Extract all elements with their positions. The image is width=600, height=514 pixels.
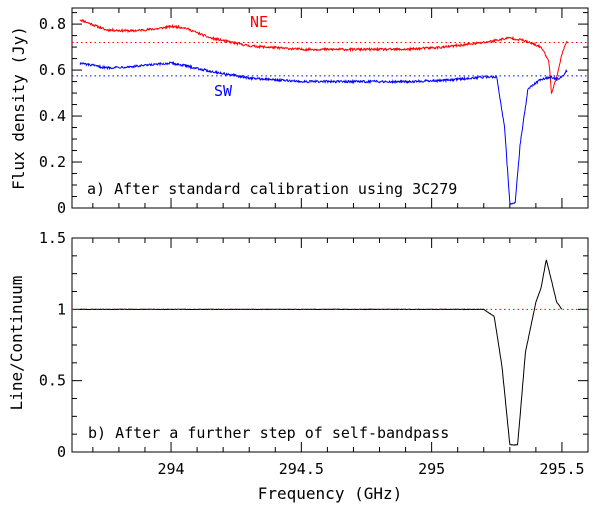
panel-a-reference-lines <box>72 41 588 77</box>
panel-b-series <box>79 259 563 446</box>
panel-a-caption: a) After standard calibration using 3C27… <box>87 180 457 198</box>
panel-a-ylabel: Flux density (Jy) <box>9 26 28 190</box>
y-tick-label: 0.6 <box>39 61 66 79</box>
x-axis-label: Frequency (GHz) <box>258 484 403 503</box>
panel-b-ylabel: Line/Continuum <box>7 276 26 411</box>
y-tick-label: 0.4 <box>39 107 66 125</box>
panel-b-frame <box>71 237 589 453</box>
x-tick-label: 294.5 <box>279 460 324 478</box>
x-tick-label: 295 <box>418 460 445 478</box>
y-tick-label: 0 <box>57 443 66 461</box>
y-tick-label: 0.8 <box>39 15 66 33</box>
y-tick-label: 1 <box>57 300 66 318</box>
series-line-line-continuum <box>79 259 563 446</box>
x-tick-label: 294 <box>157 460 184 478</box>
series-line-ne <box>79 19 568 95</box>
y-tick-label: 1.5 <box>39 229 66 247</box>
panel-a-series <box>79 19 568 206</box>
panel-b-ticks: 294 294.5 295 295.5 0 0.5 1 1.5 <box>39 229 589 478</box>
y-tick-label: 0.2 <box>39 153 66 171</box>
y-tick-label: 0.5 <box>39 372 66 390</box>
ne-series-label: NE <box>250 13 268 31</box>
panel-a-frame <box>71 7 589 209</box>
sw-series-label: SW <box>214 82 233 100</box>
panel-b-caption: b) After a further step of self-bandpass <box>88 424 449 442</box>
x-tick-label: 295.5 <box>539 460 584 478</box>
panel-a-ticks: 0 0.2 0.4 0.6 0.8 <box>39 8 589 217</box>
y-tick-label: 0 <box>57 199 66 217</box>
series-line-sw <box>79 60 568 206</box>
